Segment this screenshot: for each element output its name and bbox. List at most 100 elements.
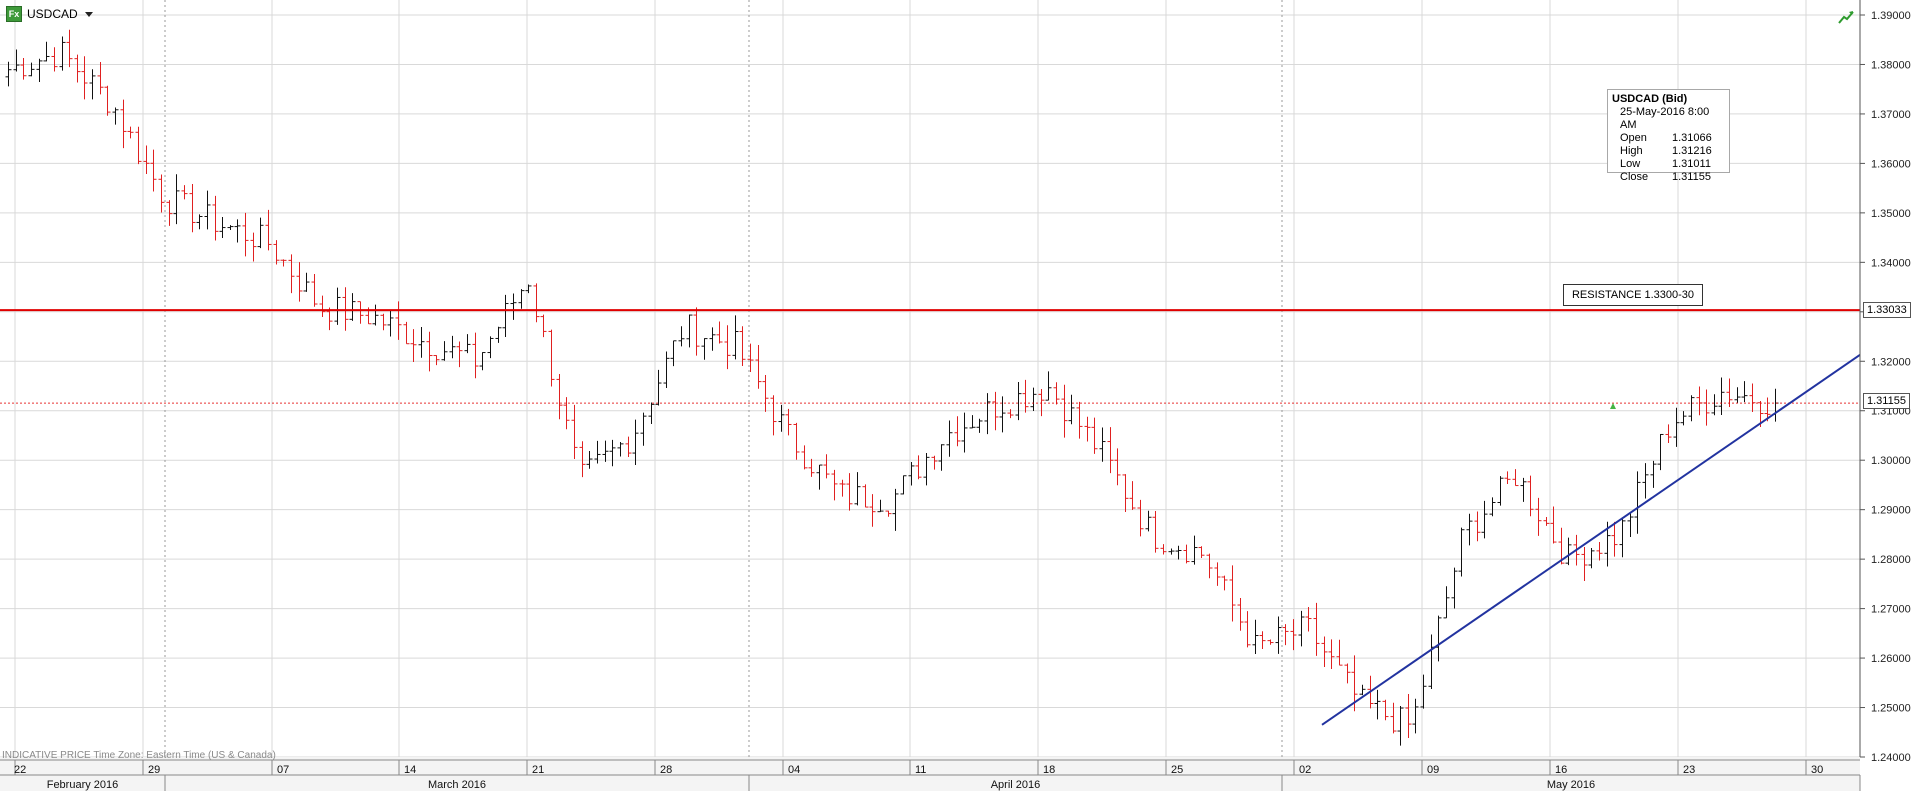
ohlc-bar [1443, 586, 1450, 619]
ohlc-bar [854, 472, 861, 506]
last-price-tag: 1.31155 [1863, 393, 1910, 409]
chevron-down-icon[interactable] [84, 11, 93, 17]
green-marker-icon [1610, 403, 1616, 409]
ohlc-bar [296, 262, 303, 302]
ohlc-bar [1711, 394, 1718, 416]
y-tick-label: 1.28000 [1871, 554, 1911, 566]
ohlc-bar [1152, 511, 1159, 553]
info-row-high: High 1.31216 [1620, 145, 1712, 157]
ohlc-bar [556, 374, 563, 420]
fx-icon: Fx [6, 6, 22, 22]
x-day-label: 11 [915, 764, 926, 776]
ohlc-bar [655, 369, 662, 406]
ohlc-bar [839, 479, 846, 497]
ohlc-bar [1703, 389, 1710, 426]
x-month-label: March 2016 [428, 779, 486, 791]
ohlc-bar [1673, 407, 1680, 447]
ohlc-bar [495, 326, 502, 343]
symbol-selector[interactable]: Fx USDCAD [6, 6, 93, 22]
ohlc-bar [1497, 476, 1504, 506]
ohlc-bar [59, 36, 66, 71]
ohlc-bar [410, 329, 417, 362]
ohlc-bar [1581, 546, 1588, 581]
ohlc-bar [66, 29, 73, 68]
ohlc-bar [877, 499, 884, 513]
x-day-label: 30 [1811, 764, 1823, 776]
ohlc-bar [280, 259, 287, 267]
ohlc-bar [74, 54, 81, 83]
ohlc-bar [923, 452, 930, 486]
ohlc-bar [1160, 544, 1167, 555]
ohlc-bar [112, 107, 119, 125]
y-tick-label: 1.26000 [1871, 653, 1911, 665]
ohlc-bar [1076, 401, 1083, 439]
ohlc-bar [441, 341, 448, 361]
ohlc-bar [5, 61, 12, 87]
ohlc-bar [89, 69, 96, 100]
ohlc-bar [663, 351, 670, 388]
ohlc-bar [1259, 631, 1266, 649]
ohlc-bar [648, 402, 655, 424]
ohlc-bar [212, 195, 219, 241]
ohlc-bar [946, 420, 953, 457]
ohlc-bar [319, 295, 326, 317]
ohlc-bar [1129, 481, 1136, 510]
ohlc-bar [1183, 544, 1190, 564]
ohlc-bar [1321, 636, 1328, 668]
ohlc-bar [1512, 469, 1519, 487]
ohlc-bar [1588, 547, 1595, 569]
ohlc-bar [1688, 395, 1695, 422]
ohlc-bar [778, 404, 785, 432]
x-month-label: February 2016 [47, 779, 119, 791]
ohlc-bar [342, 287, 349, 331]
ohlc-bar [1145, 510, 1152, 532]
ohlc-bar [1061, 384, 1068, 438]
ohlc-bar [166, 200, 173, 226]
ohlc-bar [931, 455, 938, 470]
ohlc-bar [1543, 516, 1550, 526]
ohlc-bar [1084, 416, 1091, 442]
ohlc-bar [273, 240, 280, 265]
ohlc-bar [1122, 474, 1129, 512]
resistance-annotation[interactable]: RESISTANCE 1.3300-30 [1563, 284, 1703, 306]
trend-up-icon[interactable] [1838, 10, 1854, 24]
ohlc-bar [678, 326, 685, 347]
ohlc-bar [594, 440, 601, 464]
y-tick-label: 1.38000 [1871, 59, 1911, 71]
ohlc-bar [1237, 598, 1244, 631]
ohlc-bar [1091, 417, 1098, 454]
ohlc-bar [1221, 575, 1228, 591]
ohlc-bar [1282, 624, 1289, 646]
ohlc-bar [693, 307, 700, 356]
ohlc-bar [885, 510, 892, 517]
ohlc-bar [1741, 381, 1748, 403]
ohlc-bar [1466, 513, 1473, 546]
ohlc-bar [747, 343, 754, 373]
resistance-price-tag: 1.33033 [1863, 302, 1911, 318]
info-title: USDCAD (Bid) [1612, 93, 1688, 105]
ohlc-bar [1596, 542, 1603, 561]
ohlc-bar [701, 338, 708, 360]
info-row-open: Open 1.31066 [1620, 132, 1712, 144]
x-day-label: 09 [1427, 764, 1439, 776]
ohlc-bar [1558, 527, 1565, 565]
ohlc-bar [135, 126, 142, 165]
ohlc-bar [1022, 379, 1029, 413]
x-day-label: 25 [1171, 764, 1183, 776]
x-day-label: 23 [1683, 764, 1695, 776]
ohlc-bar [1772, 388, 1779, 422]
ohlc-bar [1030, 387, 1037, 411]
ohlc-bar [502, 294, 509, 337]
ohlc-bar [571, 404, 578, 460]
ohlc-bar [808, 458, 815, 477]
ohlc-bar [1107, 427, 1114, 474]
ohlc-bar [127, 126, 134, 139]
ohlc-bar [1214, 562, 1221, 586]
ohlc-bar [823, 454, 830, 479]
ohlc-bar [1734, 387, 1741, 403]
x-day-label: 02 [1299, 764, 1311, 776]
ohlc-bar [1313, 602, 1320, 656]
ohlc-bar [999, 396, 1006, 433]
ohlc-bar [1535, 497, 1542, 536]
